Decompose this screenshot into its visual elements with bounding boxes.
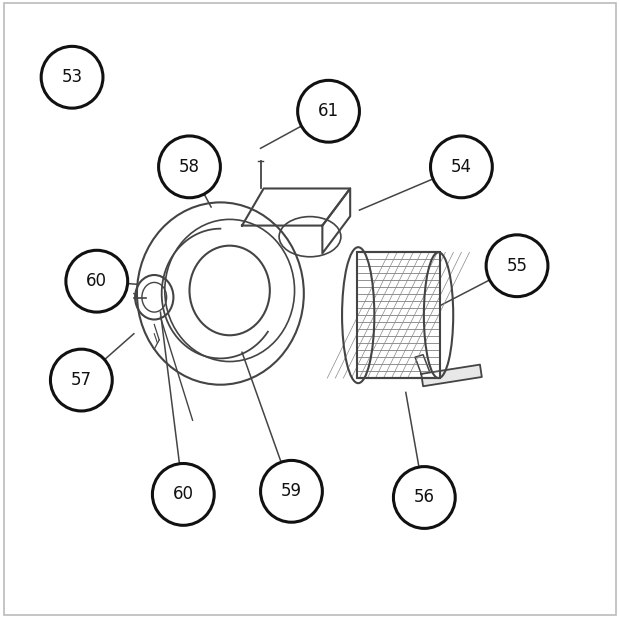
- Polygon shape: [421, 365, 482, 386]
- Text: 54: 54: [451, 158, 472, 176]
- Text: 60: 60: [173, 485, 194, 504]
- Circle shape: [394, 467, 455, 528]
- Text: 55: 55: [507, 256, 528, 275]
- Text: 56: 56: [414, 488, 435, 507]
- Text: 61: 61: [318, 102, 339, 121]
- Text: 57: 57: [71, 371, 92, 389]
- Text: 58: 58: [179, 158, 200, 176]
- Circle shape: [159, 136, 220, 198]
- Circle shape: [298, 80, 360, 142]
- Polygon shape: [415, 355, 429, 374]
- Circle shape: [66, 250, 128, 312]
- Circle shape: [153, 464, 215, 525]
- Text: 59: 59: [281, 482, 302, 501]
- Circle shape: [41, 46, 103, 108]
- Circle shape: [486, 235, 548, 297]
- Text: 53: 53: [61, 68, 82, 87]
- Text: 60: 60: [86, 272, 107, 290]
- Circle shape: [260, 460, 322, 522]
- Circle shape: [50, 349, 112, 411]
- Circle shape: [430, 136, 492, 198]
- FancyBboxPatch shape: [358, 252, 438, 378]
